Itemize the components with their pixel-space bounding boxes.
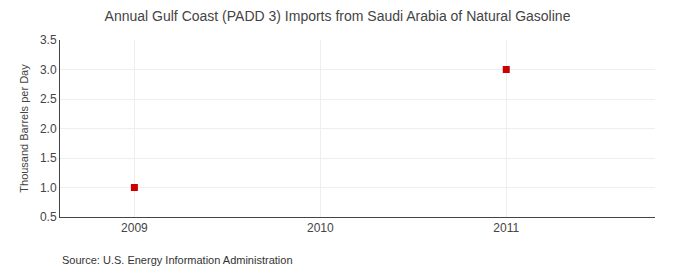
svg-text:2.5: 2.5 xyxy=(40,92,57,106)
svg-text:2011: 2011 xyxy=(493,221,519,235)
svg-text:2009: 2009 xyxy=(121,221,148,235)
svg-text:2010: 2010 xyxy=(307,221,334,235)
svg-text:Annual Gulf Coast (PADD 3) Imp: Annual Gulf Coast (PADD 3) Imports from … xyxy=(105,8,571,24)
svg-text:Thousand Barrels per Day: Thousand Barrels per Day xyxy=(18,64,30,193)
svg-text:0.5: 0.5 xyxy=(40,210,57,224)
svg-text:3.0: 3.0 xyxy=(40,63,57,77)
svg-text:2.0: 2.0 xyxy=(40,122,57,136)
svg-text:1.5: 1.5 xyxy=(40,151,57,165)
svg-text:Source: U.S. Energy Informatio: Source: U.S. Energy Information Administ… xyxy=(62,254,293,266)
svg-text:1.0: 1.0 xyxy=(40,181,57,195)
svg-text:3.5: 3.5 xyxy=(40,33,57,47)
